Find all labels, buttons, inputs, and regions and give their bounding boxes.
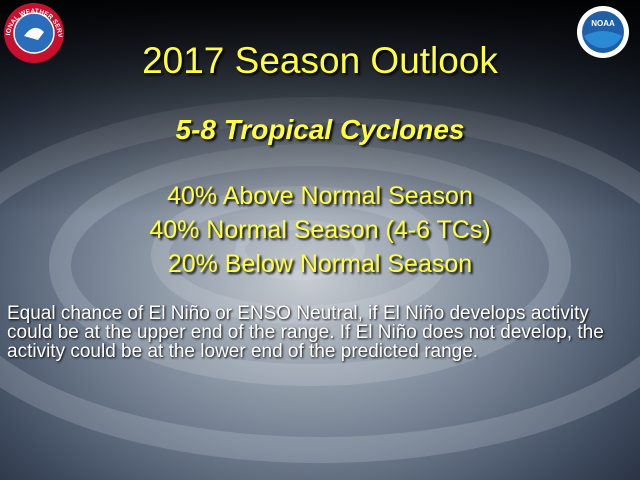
outlook-line: 40% Normal Season (4-6 TCs) xyxy=(149,216,491,244)
subtitle: 5-8 Tropical Cyclones xyxy=(175,114,465,145)
title: 2017 Season Outlook xyxy=(142,40,498,81)
noaa-logo-text: NOAA xyxy=(591,19,615,28)
note: Equal chance of El Niño or ENSO Neutral,… xyxy=(7,303,604,362)
noaa-logo: NOAA xyxy=(577,6,629,58)
outlook-line: 20% Below Normal Season xyxy=(167,250,473,278)
outlook-line: 40% Above Normal Season xyxy=(167,182,473,210)
